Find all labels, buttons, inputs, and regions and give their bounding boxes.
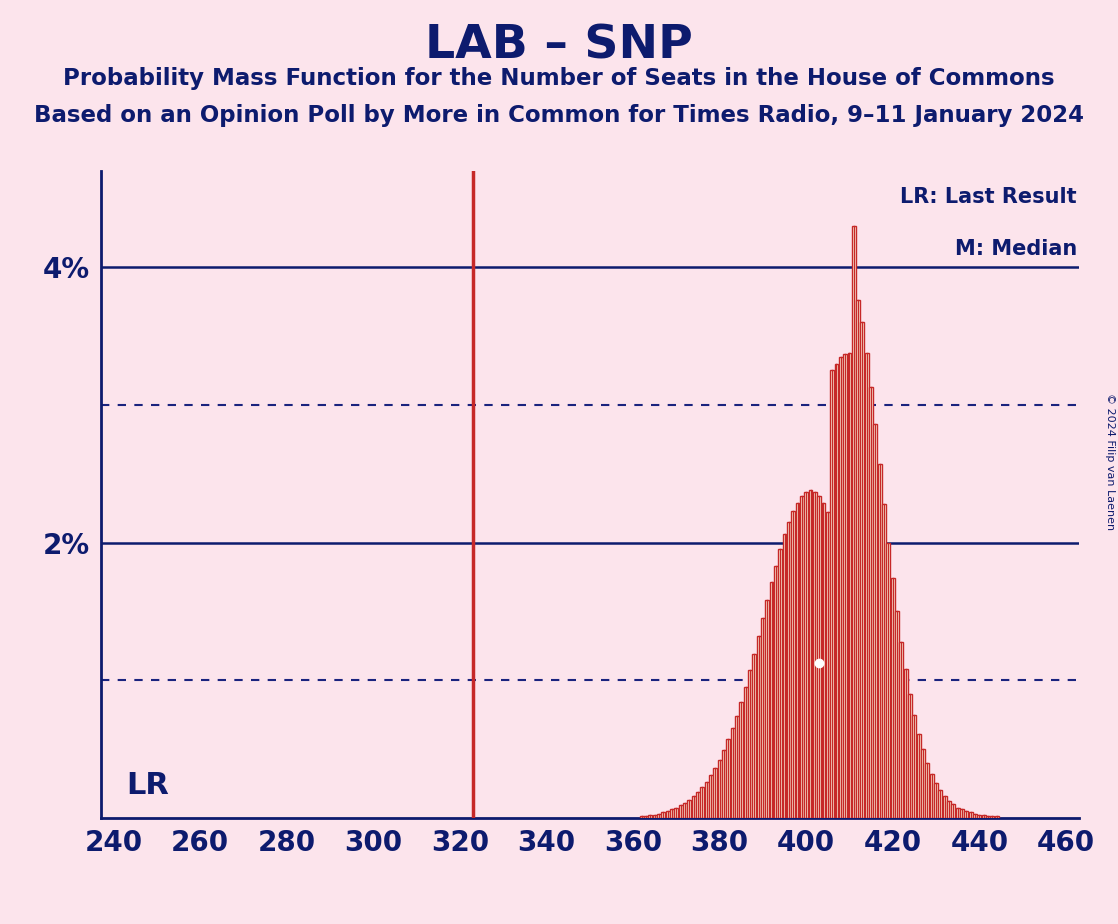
Bar (683, 803, 686, 818)
Bar (644, 817, 648, 818)
Bar (968, 812, 973, 818)
Bar (912, 714, 917, 818)
Bar (765, 601, 769, 818)
Bar (653, 815, 656, 818)
Bar (977, 815, 982, 818)
Bar (796, 503, 799, 818)
Text: Based on an Opinion Poll by More in Common for Times Radio, 9–11 January 2024: Based on an Opinion Poll by More in Comm… (34, 104, 1084, 128)
Bar (822, 503, 825, 818)
Bar (808, 491, 813, 818)
Bar (826, 512, 830, 818)
Bar (692, 796, 695, 818)
Bar (817, 495, 821, 818)
Bar (648, 815, 652, 818)
Bar (697, 792, 700, 818)
Bar (995, 817, 998, 818)
Bar (774, 565, 778, 818)
Bar (956, 808, 959, 818)
Bar (665, 811, 670, 818)
Bar (991, 817, 994, 818)
Bar (861, 322, 864, 818)
Bar (739, 702, 743, 818)
Bar (930, 773, 934, 818)
Bar (973, 814, 977, 818)
Text: Probability Mass Function for the Number of Seats in the House of Commons: Probability Mass Function for the Number… (64, 67, 1054, 90)
Bar (743, 687, 748, 818)
Bar (838, 357, 843, 818)
Bar (951, 804, 955, 818)
Bar (982, 815, 986, 818)
Text: LR: LR (126, 772, 170, 800)
Bar (887, 542, 890, 818)
Bar (921, 749, 925, 818)
Bar (704, 782, 709, 818)
Bar (709, 775, 713, 818)
Bar (903, 669, 908, 818)
Bar (722, 750, 726, 818)
Bar (727, 739, 730, 818)
Bar (804, 492, 808, 818)
Bar (938, 790, 942, 818)
Bar (639, 817, 644, 818)
Bar (700, 787, 704, 818)
Bar (735, 716, 739, 818)
Bar (986, 817, 989, 818)
Bar (731, 728, 735, 818)
Bar (748, 671, 751, 818)
Text: LR: Last Result: LR: Last Result (900, 187, 1077, 207)
Bar (799, 495, 804, 818)
Bar (787, 522, 790, 818)
Bar (852, 226, 855, 818)
Text: M: Median: M: Median (955, 239, 1077, 259)
Bar (792, 511, 795, 818)
Text: © 2024 Filip van Laenen: © 2024 Filip van Laenen (1106, 394, 1115, 530)
Bar (834, 364, 838, 818)
Bar (917, 734, 920, 818)
Text: LAB – SNP: LAB – SNP (425, 23, 693, 68)
Bar (934, 784, 938, 818)
Bar (965, 811, 968, 818)
Bar (878, 464, 882, 818)
Bar (679, 806, 683, 818)
Bar (713, 768, 718, 818)
Bar (865, 353, 869, 818)
Bar (813, 492, 817, 818)
Bar (882, 504, 887, 818)
Bar (769, 582, 774, 818)
Bar (831, 371, 834, 818)
Bar (674, 808, 679, 818)
Bar (947, 801, 951, 818)
Bar (670, 809, 674, 818)
Bar (783, 534, 786, 818)
Bar (778, 550, 783, 818)
Bar (761, 618, 765, 818)
Bar (926, 762, 929, 818)
Bar (942, 796, 947, 818)
Bar (847, 353, 852, 818)
Bar (752, 654, 756, 818)
Bar (688, 800, 691, 818)
Bar (869, 387, 873, 818)
Bar (896, 612, 899, 818)
Bar (662, 812, 665, 818)
Bar (718, 760, 721, 818)
Bar (900, 641, 903, 818)
Bar (657, 814, 661, 818)
Bar (873, 424, 878, 818)
Bar (856, 300, 860, 818)
Bar (960, 809, 964, 818)
Bar (757, 636, 760, 818)
Bar (843, 354, 847, 818)
Bar (891, 578, 894, 818)
Bar (908, 694, 912, 818)
